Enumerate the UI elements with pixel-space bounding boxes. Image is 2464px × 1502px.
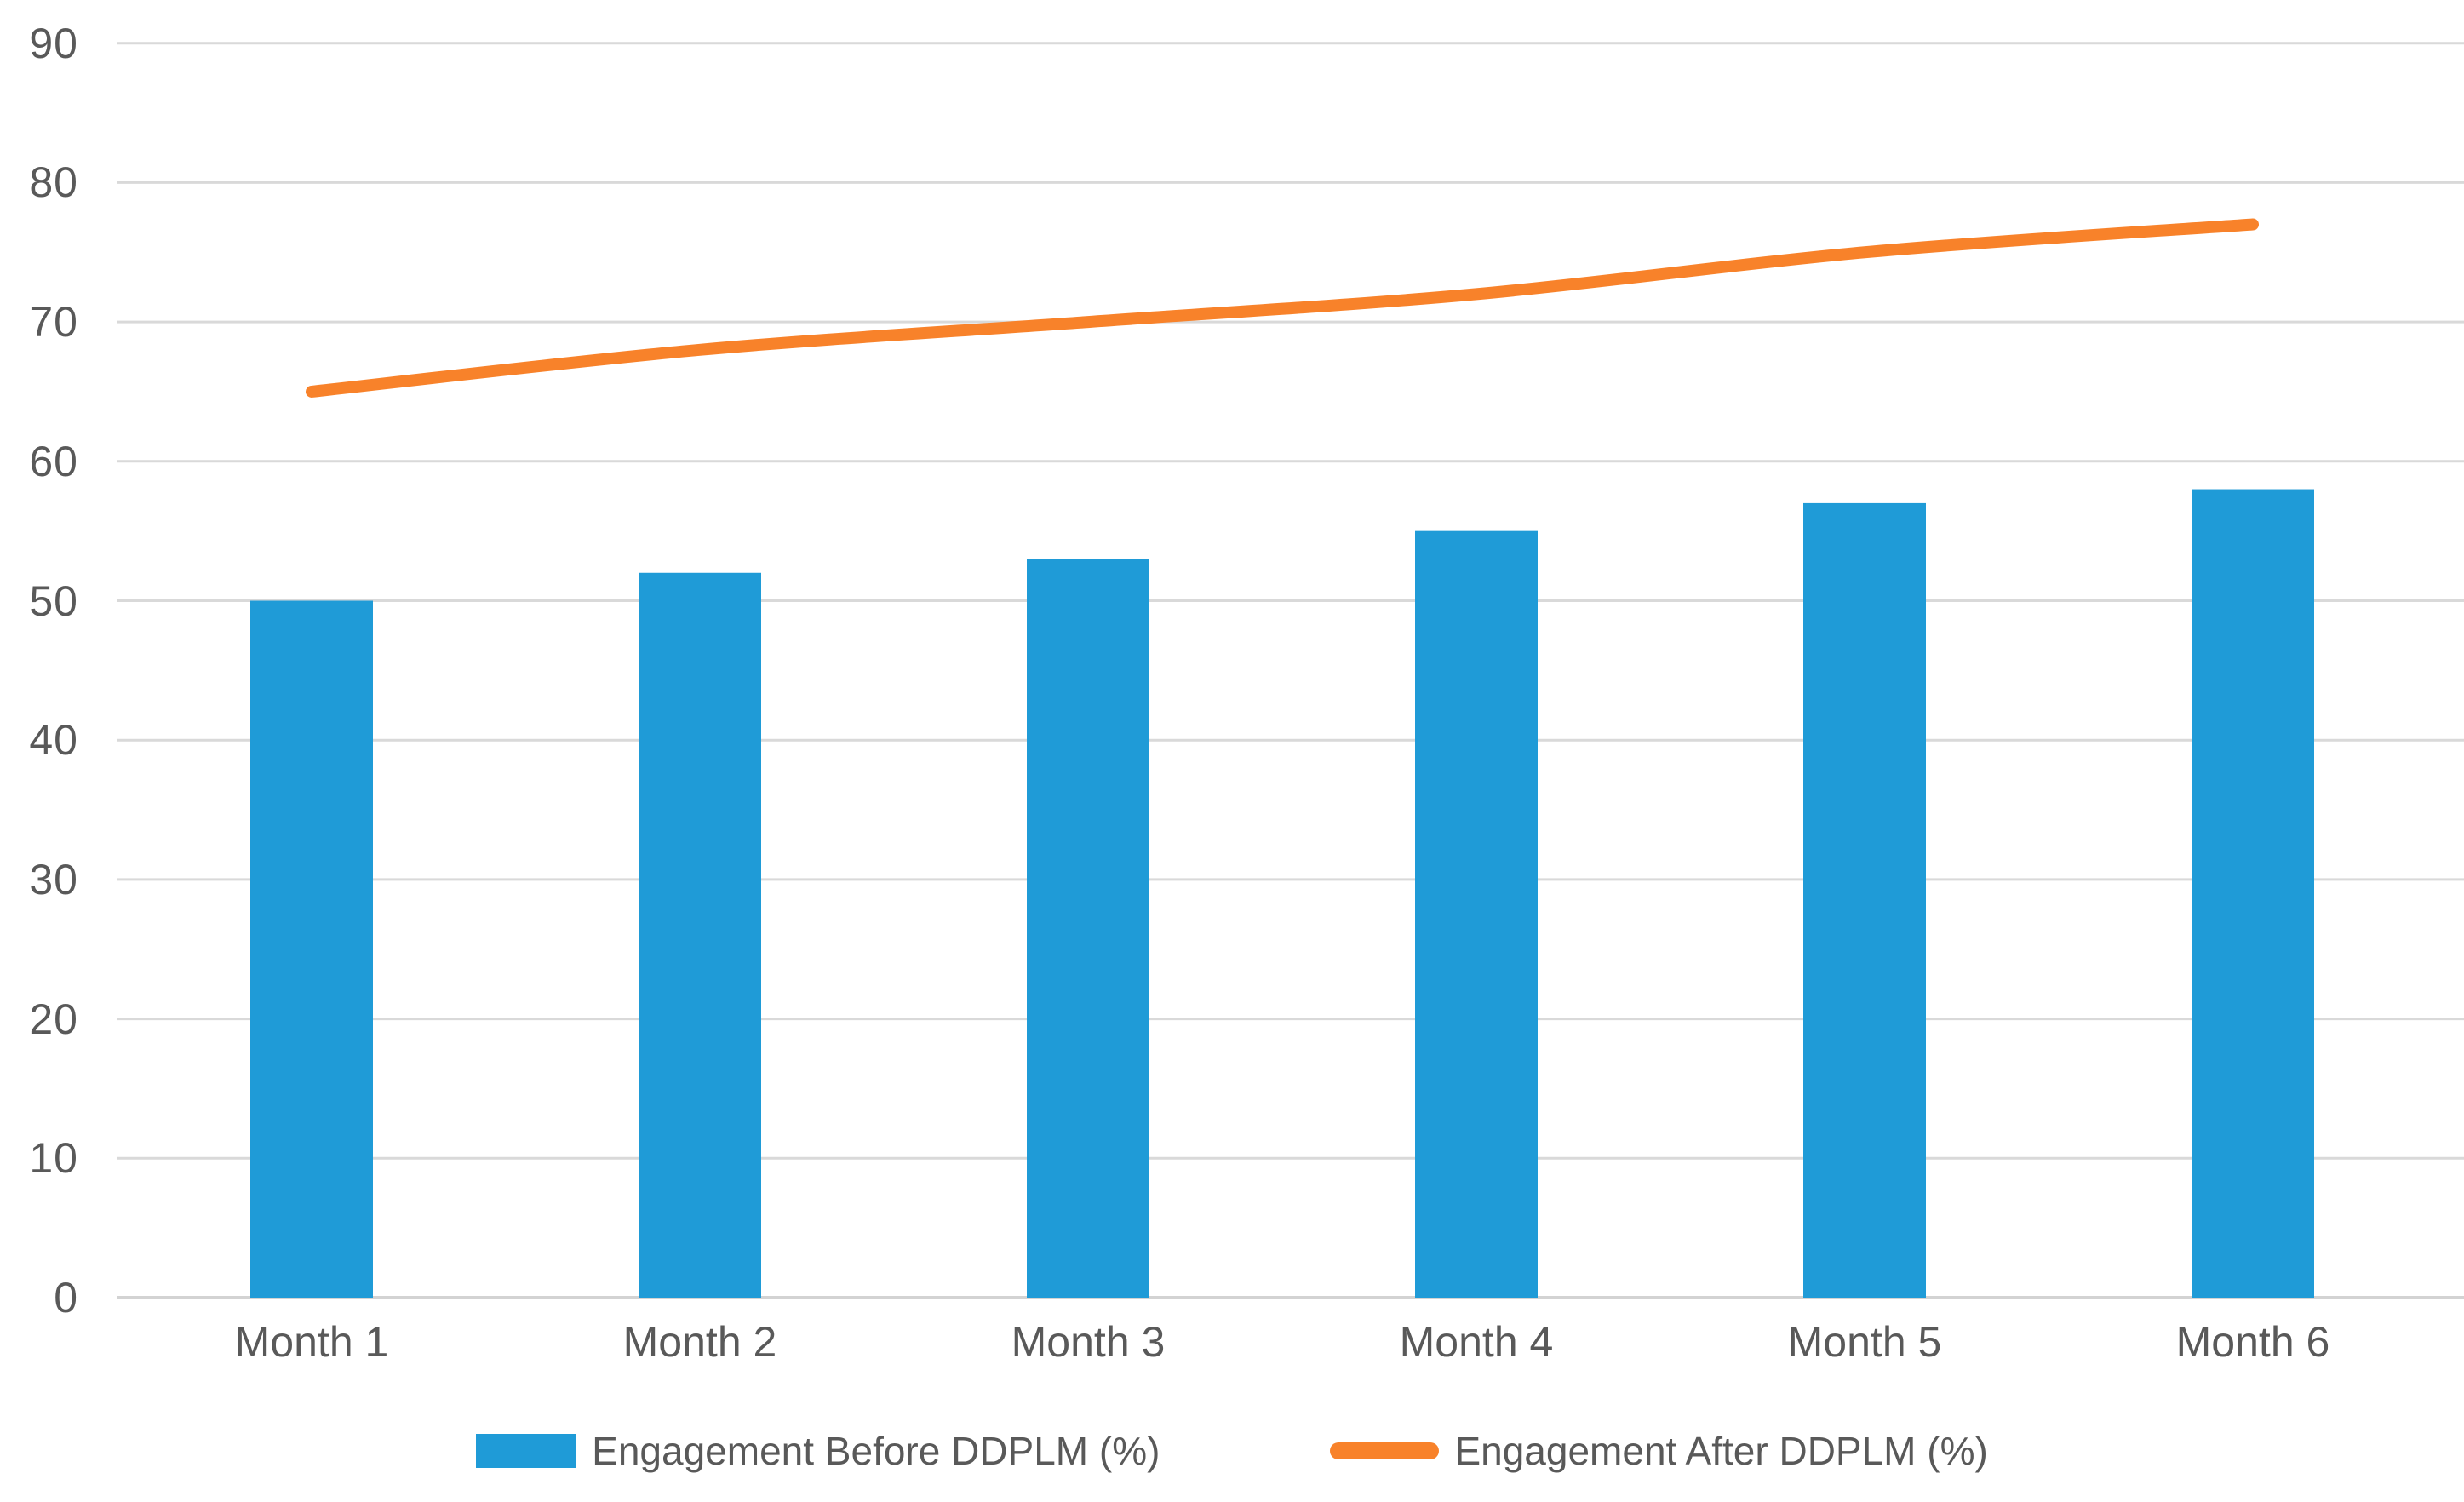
y-tick-label-0: 0 [54,1274,78,1321]
legend-label-before: Engagement Before DDPLM (%) [592,1429,1160,1473]
legend-label-after: Engagement After DDPLM (%) [1454,1429,1988,1473]
x-tick-label-6: Month 6 [2175,1318,2330,1366]
x-tick-label-4: Month 4 [1399,1318,1554,1366]
bar-month-1 [250,600,373,1298]
bar-month-4 [1415,530,1538,1298]
y-tick-label-10: 10 [29,1134,78,1183]
x-tick-label-3: Month 3 [1011,1318,1166,1366]
y-tick-label-30: 30 [29,855,78,903]
y-tick-label-20: 20 [29,995,78,1043]
x-tick-label-2: Month 2 [622,1318,777,1366]
bar-month-3 [1027,559,1149,1298]
legend-bar-swatch-icon [476,1434,577,1468]
y-tick-label-90: 90 [29,19,78,67]
y-tick-label-80: 80 [29,158,78,207]
legend: Engagement Before DDPLM (%) Engagement A… [0,1420,2464,1482]
legend-line-swatch-icon [1330,1442,1440,1459]
bar-month-2 [639,572,761,1298]
y-tick-label-60: 60 [29,437,78,485]
y-tick-label-40: 40 [29,716,78,765]
x-tick-label-5: Month 5 [1787,1318,1942,1366]
x-tick-label-1: Month 1 [234,1318,389,1366]
y-tick-label-70: 70 [29,298,78,347]
legend-item-before: Engagement Before DDPLM (%) [476,1428,1160,1474]
line-engagement-after [306,218,2259,398]
bar-month-5 [1803,502,1926,1298]
bar-month-6 [2192,489,2314,1298]
y-tick-label-50: 50 [29,576,78,625]
legend-item-after: Engagement After DDPLM (%) [1330,1428,1988,1474]
